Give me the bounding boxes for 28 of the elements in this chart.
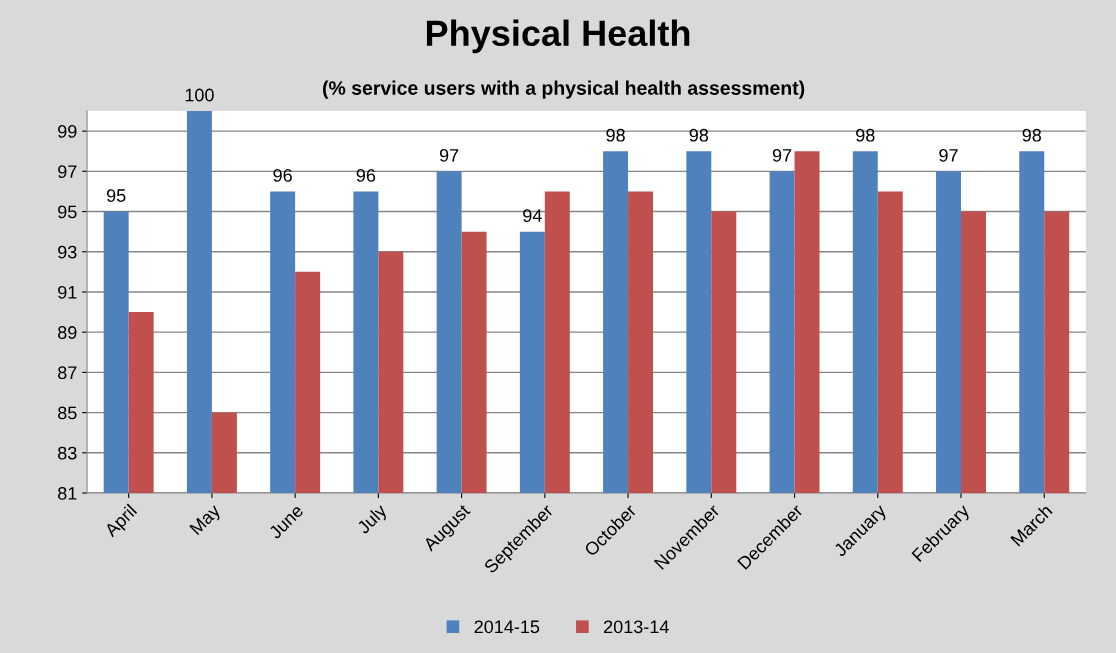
y-tick-label: 95 bbox=[58, 205, 77, 219]
legend-label: 2014-15 bbox=[474, 620, 540, 634]
data-label: 98 bbox=[1022, 128, 1042, 142]
data-label: 96 bbox=[356, 169, 376, 182]
data-label: 95 bbox=[106, 189, 126, 202]
legend-label: 2013-14 bbox=[604, 620, 669, 634]
y-tick-label: 99 bbox=[58, 125, 77, 138]
data-label: 98 bbox=[606, 128, 625, 142]
y-tick-label: 83 bbox=[58, 446, 77, 460]
y-tick-label: 87 bbox=[58, 366, 77, 380]
data-label: 98 bbox=[689, 128, 709, 142]
data-label: 97 bbox=[939, 148, 958, 162]
data-label: 98 bbox=[856, 128, 875, 142]
y-tick-label: 81 bbox=[58, 486, 77, 500]
data-label: 97 bbox=[439, 148, 459, 162]
y-tick-label: 89 bbox=[58, 326, 77, 339]
y-tick-label: 97 bbox=[58, 165, 77, 179]
data-label: 100 bbox=[185, 88, 214, 102]
chart-subtitle: (% service users with a physical health assessment) bbox=[323, 80, 805, 99]
data-label: 96 bbox=[273, 169, 292, 182]
x-tick-label: May bbox=[189, 503, 224, 538]
y-tick-label: 93 bbox=[58, 245, 77, 259]
y-tick-label: 85 bbox=[58, 406, 77, 420]
chart-title: Physical Health bbox=[426, 19, 690, 54]
y-tick-label: 91 bbox=[58, 285, 77, 299]
data-label: 97 bbox=[772, 148, 792, 162]
x-tick-label: July bbox=[355, 502, 391, 538]
data-label: 94 bbox=[523, 209, 542, 223]
